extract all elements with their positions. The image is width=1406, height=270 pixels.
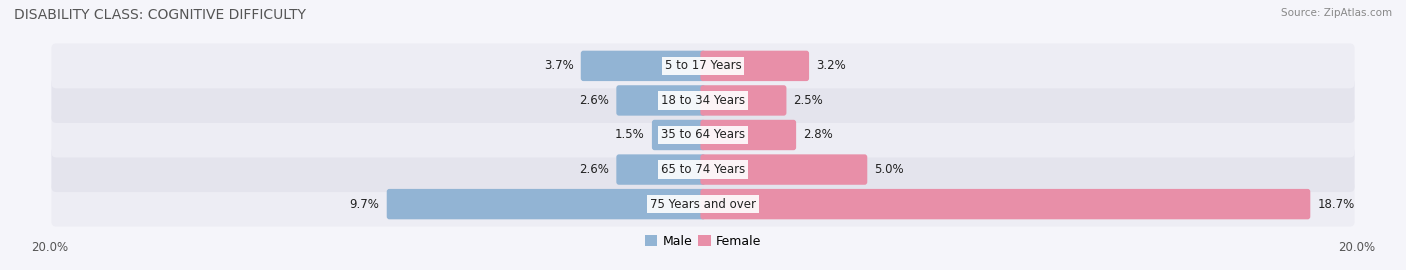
Text: Source: ZipAtlas.com: Source: ZipAtlas.com [1281,8,1392,18]
Text: 1.5%: 1.5% [614,129,645,141]
Text: 65 to 74 Years: 65 to 74 Years [661,163,745,176]
FancyBboxPatch shape [700,189,1310,219]
Text: 75 Years and over: 75 Years and over [650,198,756,211]
FancyBboxPatch shape [52,182,1354,227]
Text: 3.2%: 3.2% [815,59,846,72]
FancyBboxPatch shape [616,85,706,116]
Text: 5 to 17 Years: 5 to 17 Years [665,59,741,72]
Text: 5.0%: 5.0% [875,163,904,176]
FancyBboxPatch shape [52,113,1354,157]
Legend: Male, Female: Male, Female [640,230,766,253]
FancyBboxPatch shape [387,189,706,219]
Text: DISABILITY CLASS: COGNITIVE DIFFICULTY: DISABILITY CLASS: COGNITIVE DIFFICULTY [14,8,307,22]
FancyBboxPatch shape [52,43,1354,88]
FancyBboxPatch shape [700,85,786,116]
Text: 2.6%: 2.6% [579,94,609,107]
FancyBboxPatch shape [700,120,796,150]
FancyBboxPatch shape [616,154,706,185]
Text: 2.5%: 2.5% [793,94,824,107]
Text: 20.0%: 20.0% [1339,241,1375,254]
FancyBboxPatch shape [700,51,808,81]
Text: 2.8%: 2.8% [803,129,832,141]
Text: 3.7%: 3.7% [544,59,574,72]
Text: 9.7%: 9.7% [350,198,380,211]
Text: 20.0%: 20.0% [31,241,67,254]
Text: 18 to 34 Years: 18 to 34 Years [661,94,745,107]
FancyBboxPatch shape [652,120,706,150]
Text: 2.6%: 2.6% [579,163,609,176]
Text: 35 to 64 Years: 35 to 64 Years [661,129,745,141]
FancyBboxPatch shape [52,147,1354,192]
FancyBboxPatch shape [700,154,868,185]
Text: 18.7%: 18.7% [1317,198,1354,211]
FancyBboxPatch shape [52,78,1354,123]
FancyBboxPatch shape [581,51,706,81]
